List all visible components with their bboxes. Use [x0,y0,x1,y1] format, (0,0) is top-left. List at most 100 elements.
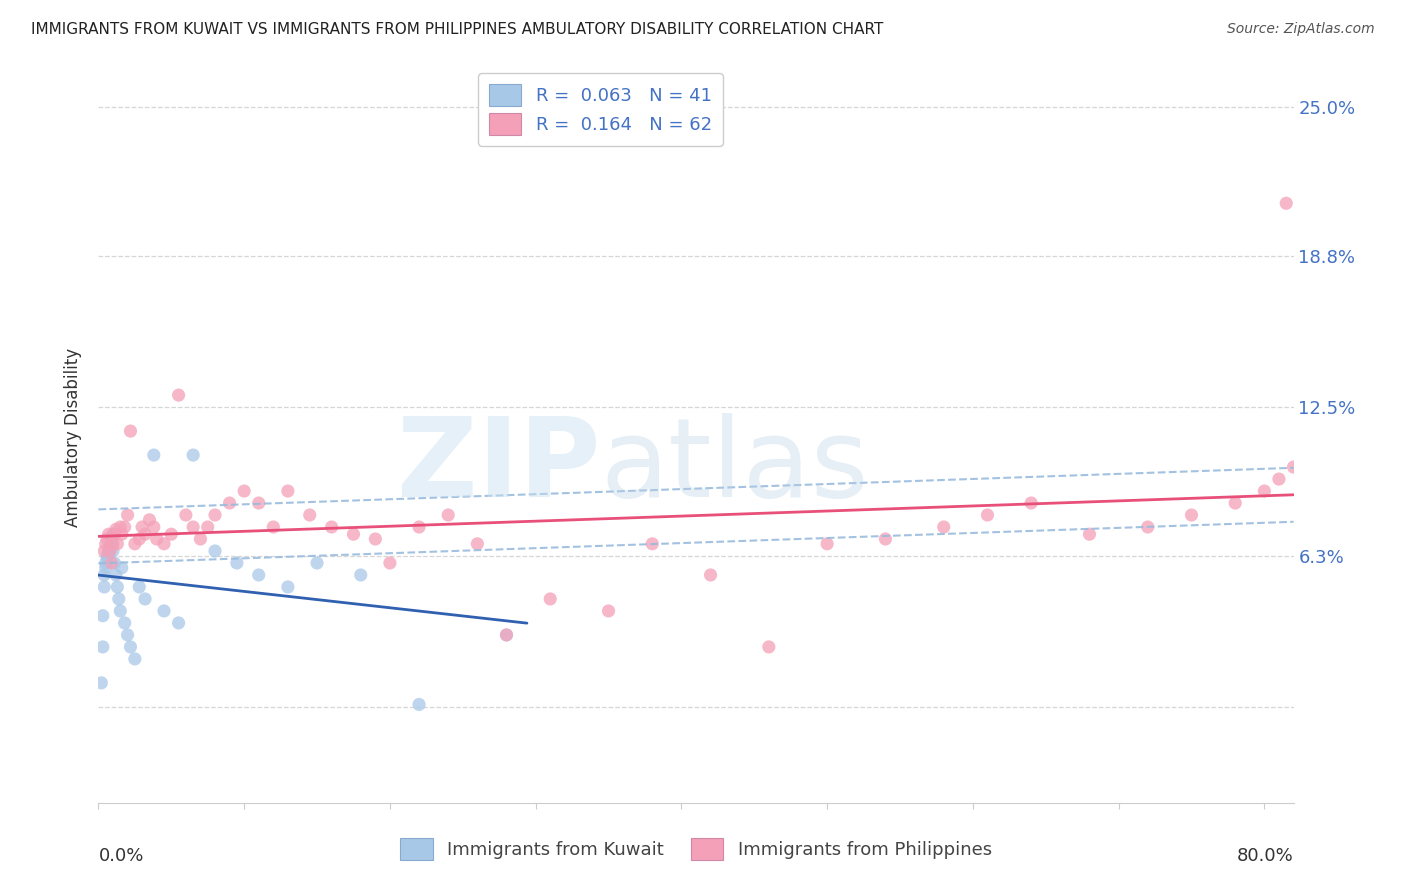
Point [190,532,212,546]
Point [247,568,270,582]
Point [93,580,115,594]
Point [97,544,120,558]
Text: Source: ZipAtlas.com: Source: ZipAtlas.com [1227,22,1375,37]
Point [495,628,517,642]
Point [120,424,142,438]
Point [128,532,150,546]
Point [167,388,190,402]
Point [114,520,136,534]
Point [90,676,112,690]
Point [153,537,176,551]
Point [181,448,204,462]
Point [94,537,117,551]
Point [350,568,373,582]
Point [93,568,115,582]
Point [131,520,153,534]
Point [110,604,132,618]
Point [815,537,838,551]
Point [277,483,299,498]
Point [167,615,190,630]
Point [138,513,160,527]
Point [364,532,387,546]
Point [142,520,165,534]
Point [197,520,219,534]
Point [1180,508,1202,522]
Point [408,520,430,534]
Point [128,580,150,594]
Point [100,532,122,546]
Point [100,537,122,551]
Y-axis label: Ambulatory Disability: Ambulatory Disability [65,348,83,526]
Point [467,537,489,551]
Point [111,561,134,575]
Point [134,527,156,541]
Point [117,508,139,522]
Point [160,527,183,541]
Point [378,556,401,570]
Point [101,537,124,551]
Point [233,483,256,498]
Point [262,520,284,534]
Point [94,561,117,575]
Legend: Immigrants from Kuwait, Immigrants from Philippines: Immigrants from Kuwait, Immigrants from … [392,830,1000,867]
Point [97,527,120,541]
Point [1225,496,1247,510]
Point [1136,520,1159,534]
Point [105,580,128,594]
Point [103,556,125,570]
Point [104,568,127,582]
Point [408,698,430,712]
Point [204,508,226,522]
Point [98,541,121,556]
Point [1282,460,1305,475]
Point [495,628,517,642]
Point [247,496,270,510]
Point [114,615,136,630]
Point [91,608,114,623]
Point [342,527,364,541]
Point [103,527,125,541]
Point [758,640,780,654]
Point [277,580,299,594]
Point [976,508,998,522]
Point [145,532,167,546]
Point [101,527,124,541]
Point [108,591,131,606]
Point [321,520,343,534]
Point [932,520,955,534]
Point [93,544,115,558]
Point [124,652,146,666]
Point [875,532,897,546]
Point [100,556,122,570]
Point [97,546,120,560]
Point [174,508,197,522]
Point [117,628,139,642]
Point [91,640,114,654]
Point [598,604,620,618]
Point [641,537,664,551]
Point [96,532,118,546]
Point [96,551,118,566]
Point [1019,496,1042,510]
Point [142,448,165,462]
Point [218,496,240,510]
Point [105,537,128,551]
Point [110,520,132,534]
Point [1275,196,1298,211]
Point [699,568,721,582]
Point [94,556,117,570]
Point [204,544,226,558]
Point [98,539,121,553]
Point [104,523,127,537]
Point [98,544,121,558]
Text: 80.0%: 80.0% [1237,847,1294,864]
Point [305,556,328,570]
Point [538,591,561,606]
Text: ZIP: ZIP [396,413,600,520]
Text: IMMIGRANTS FROM KUWAIT VS IMMIGRANTS FROM PHILIPPINES AMBULATORY DISABILITY CORR: IMMIGRANTS FROM KUWAIT VS IMMIGRANTS FRO… [31,22,883,37]
Point [298,508,321,522]
Point [124,537,146,551]
Point [225,556,247,570]
Point [111,527,134,541]
Point [153,604,176,618]
